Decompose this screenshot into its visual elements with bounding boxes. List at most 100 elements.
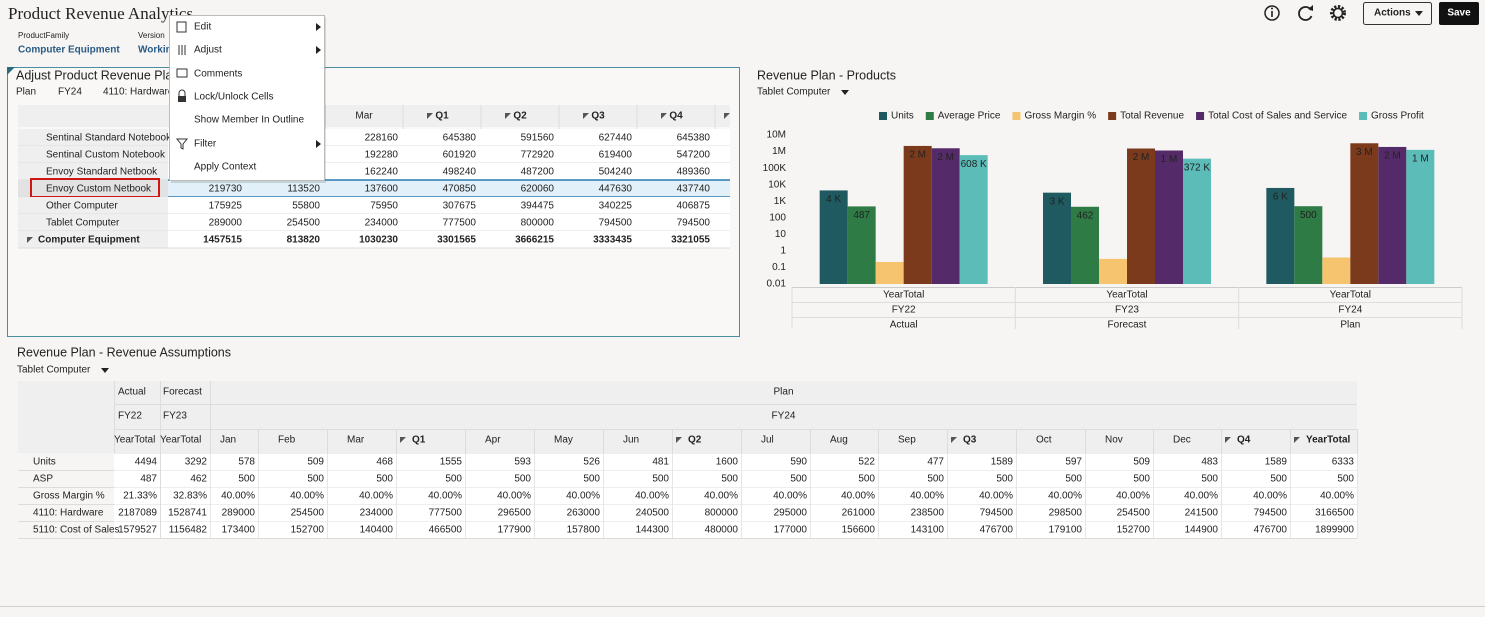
cell-value[interactable]: 40.00% <box>1048 491 1082 502</box>
cell-value[interactable]: 40.00% <box>773 491 807 502</box>
pov-value[interactable]: Computer Equipment <box>18 45 120 56</box>
cell-value[interactable]: 1589 <box>991 457 1014 468</box>
cell-value[interactable]: 500 <box>238 474 255 485</box>
cell-value[interactable]: 179100 <box>1049 525 1083 536</box>
cell-value[interactable]: 476700 <box>980 525 1014 536</box>
cell-value[interactable]: 75950 <box>370 201 398 212</box>
cell-value[interactable]: 177000 <box>774 525 808 536</box>
cell-value[interactable]: 40.00% <box>566 491 600 502</box>
cell-value[interactable]: 794500 <box>1254 508 1288 519</box>
cell-value[interactable]: 289000 <box>209 218 243 229</box>
member-selector[interactable]: Tablet Computer <box>17 365 91 376</box>
cell-value[interactable]: 500 <box>445 474 462 485</box>
cell-value[interactable]: 32.83% <box>173 491 207 502</box>
cell-value[interactable]: 3301565 <box>437 235 476 246</box>
legend-label[interactable]: Units <box>891 111 914 122</box>
cell-value[interactable]: 3333435 <box>593 235 632 246</box>
cell-value[interactable]: 489360 <box>677 167 711 178</box>
cell-value[interactable]: 40.00% <box>1253 491 1287 502</box>
cell-value[interactable]: 254500 <box>291 508 325 519</box>
cell-value[interactable]: 1600 <box>716 457 739 468</box>
cell-value[interactable]: 40.00% <box>497 491 531 502</box>
cell-value[interactable]: 21.33% <box>123 491 157 502</box>
actions-button[interactable]: Actions <box>1363 2 1432 25</box>
cell-value[interactable]: 500 <box>996 474 1013 485</box>
cell-value[interactable]: 1030230 <box>359 235 398 246</box>
menu-item[interactable]: Adjust <box>194 45 222 56</box>
bar[interactable] <box>875 261 904 284</box>
cell-value[interactable]: 794500 <box>677 218 711 229</box>
cell-value[interactable]: 772920 <box>521 150 555 161</box>
cell-value[interactable]: 40.00% <box>1320 491 1354 502</box>
cell-value[interactable]: 263000 <box>567 508 601 519</box>
cell-value[interactable]: 500 <box>927 474 944 485</box>
cell-value[interactable]: 813820 <box>287 235 321 246</box>
cell-value[interactable]: 601920 <box>443 150 477 161</box>
cell-value[interactable]: 228160 <box>365 133 399 144</box>
cell-value[interactable]: 152700 <box>1117 525 1151 536</box>
cell-value[interactable]: 254500 <box>287 218 321 229</box>
cell-value[interactable]: 509 <box>1133 457 1150 468</box>
info-icon[interactable] <box>1264 5 1280 21</box>
cell-value[interactable]: 522 <box>858 457 875 468</box>
cell-value[interactable]: 40.00% <box>428 491 462 502</box>
cell-value[interactable]: 140400 <box>360 525 394 536</box>
legend-label[interactable]: Total Cost of Sales and Service <box>1208 111 1347 122</box>
cell-value[interactable]: 40.00% <box>221 491 255 502</box>
bar[interactable] <box>1350 143 1379 284</box>
save-button[interactable]: Save <box>1439 2 1479 25</box>
cell-value[interactable]: 597 <box>1065 457 1082 468</box>
menu-item[interactable]: Filter <box>194 139 217 150</box>
bar[interactable] <box>1099 258 1127 284</box>
bar[interactable] <box>1266 187 1295 284</box>
cell-value[interactable]: 144300 <box>636 525 670 536</box>
cell-value[interactable]: 500 <box>652 474 669 485</box>
cell-value[interactable]: 578 <box>238 457 255 468</box>
cell-value[interactable]: 470850 <box>443 184 477 195</box>
cell-value[interactable]: 500 <box>721 474 738 485</box>
cell-value[interactable]: 794500 <box>599 218 633 229</box>
cell-value[interactable]: 500 <box>1065 474 1082 485</box>
cell-value[interactable]: 500 <box>858 474 875 485</box>
cell-value[interactable]: 175925 <box>209 201 243 212</box>
menu-item[interactable]: Comments <box>194 69 242 80</box>
cell-value[interactable]: 289000 <box>222 508 256 519</box>
cell-value[interactable]: 3292 <box>185 457 208 468</box>
cell-value[interactable]: 500 <box>376 474 393 485</box>
bar[interactable] <box>903 145 932 284</box>
settings-icon[interactable] <box>1330 5 1346 21</box>
cell-value[interactable]: 162240 <box>365 167 399 178</box>
cell-value[interactable]: 295000 <box>774 508 808 519</box>
cell-value[interactable]: 40.00% <box>704 491 738 502</box>
cell-value[interactable]: 238500 <box>911 508 945 519</box>
cell-value[interactable]: 406875 <box>677 201 711 212</box>
bar[interactable] <box>1043 192 1071 284</box>
cell-value[interactable]: 144900 <box>1185 525 1219 536</box>
cell-value[interactable]: 504240 <box>599 167 633 178</box>
cell-value[interactable]: 487200 <box>521 167 555 178</box>
cell-value[interactable]: 234000 <box>360 508 394 519</box>
cell-value[interactable]: 40.00% <box>635 491 669 502</box>
cell-value[interactable]: 254500 <box>1117 508 1151 519</box>
member-selector[interactable]: Tablet Computer <box>757 87 831 98</box>
cell-value[interactable]: 620060 <box>521 184 555 195</box>
cell-value[interactable]: 500 <box>1270 474 1287 485</box>
dropdown-arrow[interactable] <box>841 90 849 95</box>
cell-value[interactable]: 447630 <box>599 184 633 195</box>
menu-item[interactable]: Show Member In Outline <box>194 115 304 126</box>
cell-value[interactable]: 6333 <box>1332 457 1355 468</box>
cell-value[interactable]: 240500 <box>636 508 670 519</box>
cell-value[interactable]: 2187089 <box>118 508 157 519</box>
cell-value[interactable]: 547200 <box>677 150 711 161</box>
cell-value[interactable]: 645380 <box>677 133 711 144</box>
cell-value[interactable]: 800000 <box>705 508 739 519</box>
cell-value[interactable]: 777500 <box>429 508 463 519</box>
cell-value[interactable]: 3321055 <box>671 235 710 246</box>
cell-value[interactable]: 1589 <box>1265 457 1288 468</box>
cell-value[interactable]: 152700 <box>291 525 325 536</box>
cell-value[interactable]: 137600 <box>365 184 399 195</box>
cell-value[interactable]: 173400 <box>222 525 256 536</box>
cell-value[interactable]: 3666215 <box>515 235 554 246</box>
cell-value[interactable]: 1555 <box>440 457 463 468</box>
cell-value[interactable]: 500 <box>583 474 600 485</box>
